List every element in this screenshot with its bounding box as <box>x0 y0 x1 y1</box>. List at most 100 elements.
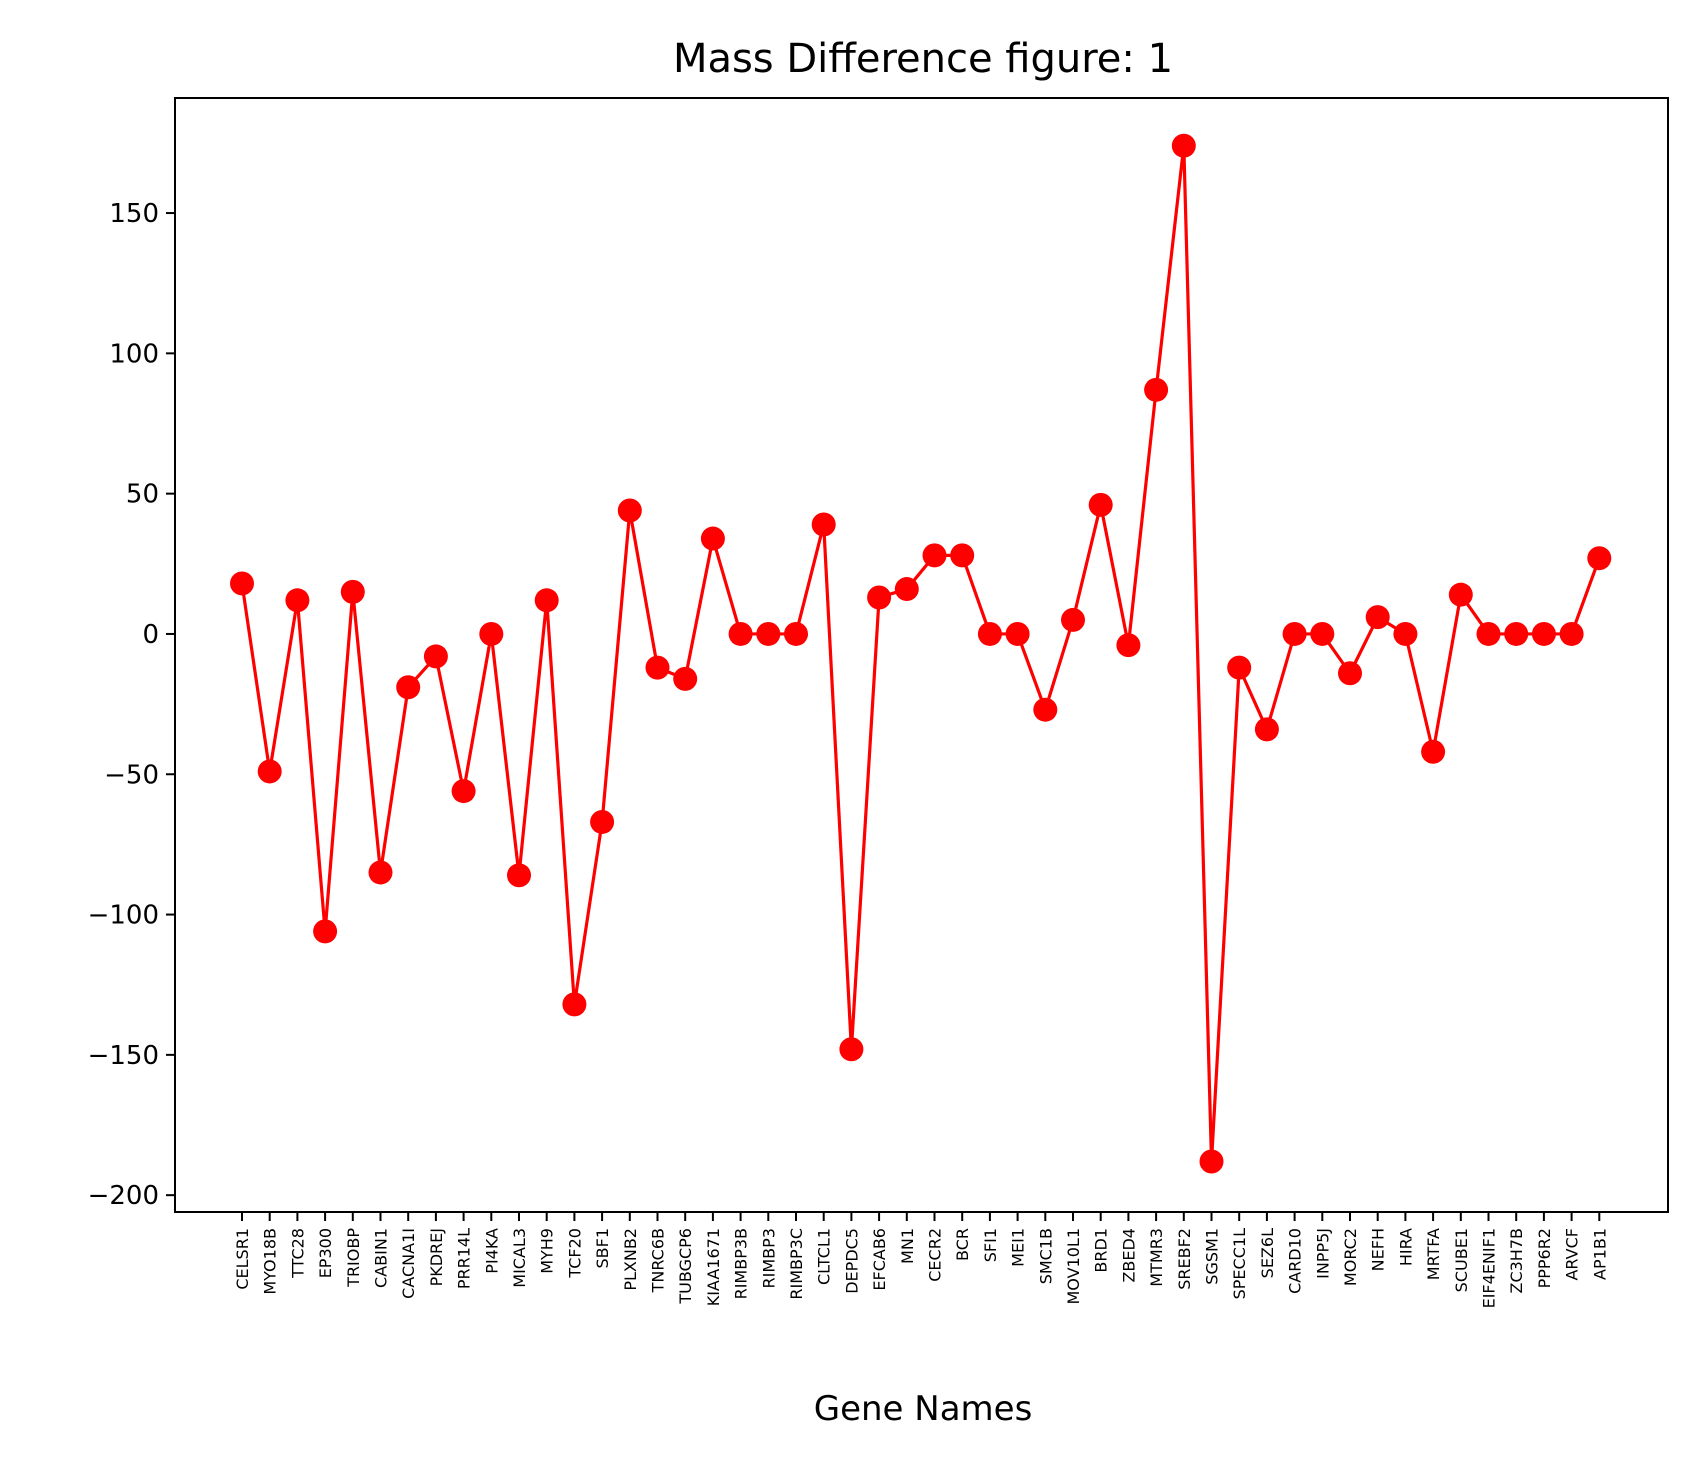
x-tick-label: SEZ6L <box>1258 1228 1277 1278</box>
x-tick-label: EIF4ENIF1 <box>1480 1228 1499 1308</box>
data-point <box>1559 621 1584 646</box>
y-tick-label: −50 <box>104 760 159 790</box>
x-tick-label: SPECC1L <box>1230 1228 1249 1299</box>
data-point <box>1504 621 1529 646</box>
data-point <box>811 512 836 537</box>
x-tick-label: MTMR3 <box>1147 1228 1166 1287</box>
y-axis: 150 100 50 0 −50 −100 −150 −200 <box>88 199 175 1211</box>
data-point <box>1338 661 1362 686</box>
data-point <box>257 759 282 784</box>
x-tick-label: RIMBP3B <box>732 1228 751 1299</box>
x-tick-label: AP1B1 <box>1590 1228 1609 1280</box>
data-point <box>867 585 892 610</box>
x-tick-label: SBF1 <box>593 1228 612 1269</box>
data-point <box>1531 621 1556 646</box>
data-point <box>617 498 642 523</box>
x-tick-label: CARD10 <box>1286 1228 1305 1294</box>
y-tick-label: −150 <box>88 1041 159 1071</box>
data-point <box>1310 621 1335 646</box>
x-tick-label: TTC28 <box>288 1228 307 1279</box>
x-tick-label: TNRC6B <box>649 1228 668 1293</box>
data-point <box>645 655 670 680</box>
data-point <box>1144 377 1169 402</box>
data-point <box>451 779 476 804</box>
data-point <box>1116 633 1141 658</box>
data-point <box>1061 607 1085 632</box>
x-tick-label: SREBF2 <box>1175 1228 1194 1290</box>
data-point <box>1587 546 1612 571</box>
x-tick-label: SFI1 <box>981 1228 1000 1262</box>
x-tick-label: INPP5J <box>1313 1228 1332 1279</box>
y-tick-label: 100 <box>109 339 159 369</box>
x-tick-label: PI4KA <box>482 1228 501 1274</box>
x-tick-label: CECR2 <box>926 1228 945 1282</box>
data-point <box>1421 739 1446 764</box>
chart-title: Mass Difference figure: 1 <box>673 36 1173 82</box>
x-tick-label: PRR14L <box>455 1228 474 1289</box>
x-tick-label: ARVCF <box>1563 1228 1582 1281</box>
data-point <box>562 992 587 1017</box>
y-tick-label: −100 <box>88 901 159 931</box>
data-point <box>1365 605 1390 630</box>
y-tick-label: 50 <box>126 480 159 510</box>
x-tick-label: MICAL3 <box>510 1228 529 1288</box>
data-point <box>1254 717 1279 742</box>
data-point <box>1088 492 1113 517</box>
x-tick-label: PKDREJ <box>427 1228 446 1286</box>
x-axis-label: Gene Names <box>814 1389 1033 1429</box>
data-point <box>590 809 615 834</box>
data-point <box>285 588 310 613</box>
x-tick-label: MEI1 <box>1009 1228 1028 1267</box>
data-point <box>479 621 504 646</box>
data-point <box>700 526 725 551</box>
data-point <box>728 621 753 646</box>
data-point <box>1393 621 1418 646</box>
x-axis: CELSR1 MYO18B TTC28 EP300 TRIOBP CABIN1 CACNA1… <box>233 1212 1609 1308</box>
x-tick-label: KIAA1671 <box>704 1228 723 1306</box>
x-tick-label: HIRA <box>1396 1228 1415 1266</box>
y-tick-label: 0 <box>142 620 159 650</box>
x-tick-label: EFCAB6 <box>870 1228 889 1291</box>
data-point <box>507 863 531 888</box>
x-tick-label: BCR <box>953 1228 972 1261</box>
data-point <box>977 621 1002 646</box>
x-tick-label: CABIN1 <box>372 1228 391 1288</box>
data-point <box>1448 582 1473 607</box>
data-point <box>1171 133 1196 158</box>
x-tick-label: MN1 <box>898 1228 917 1264</box>
data-point <box>784 621 808 646</box>
x-tick-label: PLXNB2 <box>621 1228 640 1291</box>
x-tick-label: TCF20 <box>565 1228 584 1279</box>
x-tick-label: MOV10L1 <box>1064 1228 1083 1305</box>
x-tick-label: RIMBP3C <box>787 1228 806 1300</box>
data-point <box>368 860 393 885</box>
data-point <box>1476 621 1501 646</box>
plot-frame <box>174 97 1669 1213</box>
x-tick-label: ZC3H7B <box>1507 1228 1526 1294</box>
x-tick-label: PPP6R2 <box>1535 1228 1554 1288</box>
x-tick-label: SCUBE1 <box>1452 1228 1471 1292</box>
data-point <box>340 579 365 604</box>
data-point <box>1282 621 1307 646</box>
data-point <box>313 919 338 944</box>
series-line <box>230 133 1612 1174</box>
data-point <box>839 1037 864 1062</box>
data-point <box>950 543 975 568</box>
x-tick-label: MYH9 <box>538 1228 557 1274</box>
data-point <box>534 588 559 613</box>
x-tick-label: MRTFA <box>1424 1228 1443 1280</box>
data-point <box>230 571 254 596</box>
data-point <box>1227 655 1252 680</box>
data-point <box>922 543 947 568</box>
data-point <box>423 644 448 669</box>
data-point <box>756 621 781 646</box>
data-point <box>894 577 919 602</box>
x-tick-label: ZBED4 <box>1119 1228 1138 1283</box>
x-tick-label: MYO18B <box>261 1228 280 1295</box>
x-tick-label: TRIOBP <box>344 1228 363 1288</box>
x-tick-label: RIMBP3 <box>759 1228 778 1288</box>
y-tick-label: −200 <box>88 1181 159 1211</box>
data-point <box>1005 621 1030 646</box>
data-point <box>396 675 421 700</box>
